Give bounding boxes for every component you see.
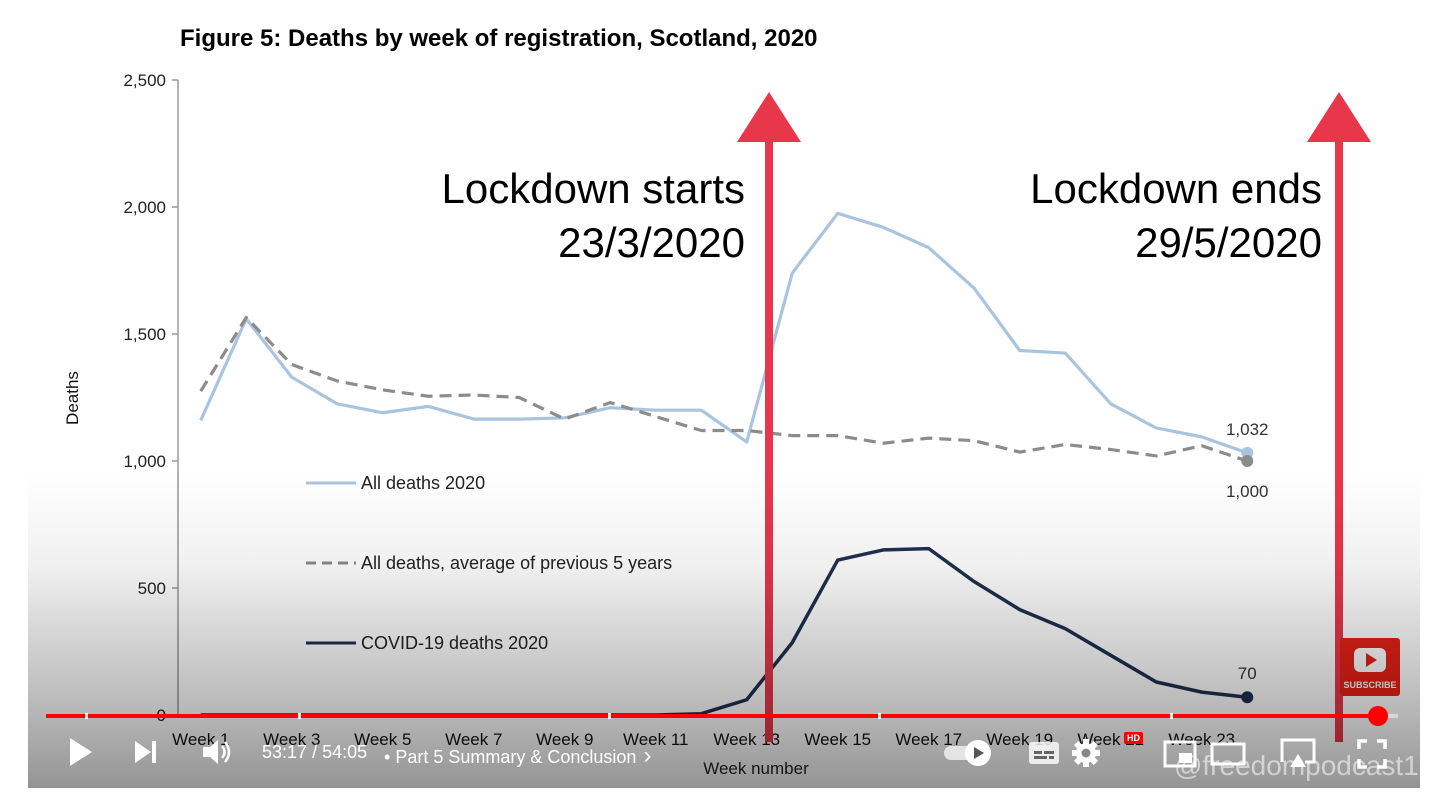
cast-button[interactable] [1278,736,1318,772]
chapter-marker [298,713,301,719]
chapter-marker [1170,713,1173,719]
chapter-marker [878,713,881,719]
x-tick-label: Week 5 [354,730,411,749]
settings-icon [1072,739,1100,767]
subtitles-button[interactable] [1024,738,1064,768]
settings-button[interactable] [1068,736,1104,770]
miniplayer-icon [1163,740,1197,768]
autoplay-toggle[interactable] [942,738,998,768]
fullscreen-button[interactable] [1354,736,1390,772]
x-tick-label: Week 7 [445,730,502,749]
next-button[interactable] [128,734,164,770]
series-line-2 [200,546,1248,717]
end-value-label: 70 [1238,664,1257,683]
legend-entry: All deaths, average of previous 5 years [361,553,672,573]
theater-mode-button[interactable] [1208,740,1248,768]
time-total: 54:05 [322,742,368,762]
y-tick-label: 1,000 [123,452,166,471]
fullscreen-icon [1357,739,1387,769]
y-tick-label: 2,500 [123,71,166,90]
time-current: 53:17 [262,742,308,762]
lockdown-arrow-head [1307,92,1371,142]
play-button[interactable] [62,732,98,772]
x-axis-label: Week number [703,759,809,778]
x-tick-label: Week 3 [263,730,320,749]
next-icon [135,741,156,763]
subscribe-badge[interactable]: SUBSCRIBE [1340,638,1400,696]
chart-legend: All deaths 2020 All deaths, average of pr… [306,473,672,653]
y-tick-label: 2,000 [123,198,166,217]
play-icon [70,738,92,766]
lockdown-arrow-head [737,92,801,142]
lockdown-annotations: Lockdown starts 23/3/2020 Lockdown ends 29/… [442,92,1371,742]
youtube-logo-icon [1354,648,1386,672]
end-value-label: 1,032 [1226,420,1269,439]
x-tick-label: Week 9 [536,730,593,749]
y-tick-label: 500 [138,579,166,598]
autoplay-toggle-icon [944,740,991,766]
chapter-title: Part 5 Summary & Conclusion [395,747,637,767]
x-tick-label: Week 15 [804,730,871,749]
end-point-marker [1241,691,1254,704]
miniplayer-button[interactable] [1160,738,1200,770]
chapter-marker [608,713,611,719]
legend-entry: COVID-19 deaths 2020 [361,633,548,653]
progress-bar-played [46,714,1378,718]
subtitles-icon [1029,742,1059,764]
chart-title: Figure 5: Deaths by week of registration… [180,25,818,52]
y-tick-label: 1,500 [123,325,166,344]
lockdown-arrow-shaft [1335,142,1343,742]
x-tick-label: Week 11 [623,730,689,749]
time-display: 53:17 / 54:05 [262,742,367,763]
chart-end-labels: 1,032 1,000 70 [1226,420,1269,704]
chart-series [199,211,1248,717]
lockdown-label-line2: 23/3/2020 [558,219,745,266]
lockdown-label-line1: Lockdown starts [442,165,745,212]
cast-icon [1280,738,1316,767]
x-tick-label: Week 17 [895,730,962,749]
hd-badge: HD [1124,732,1143,744]
lockdown-label-line2: 29/5/2020 [1135,219,1322,266]
subscribe-label: SUBSCRIBE [1343,680,1397,690]
progress-scrubber-handle[interactable] [1367,706,1388,726]
volume-button[interactable] [198,734,238,770]
lockdown-arrow-shaft [765,142,773,742]
end-point-marker [1241,455,1254,467]
series-line-1 [199,315,1248,463]
chart: Figure 5: Deaths by week of registration… [63,25,1371,778]
volume-icon [203,740,231,764]
channel-watermark: @freedompodcast1 [1174,750,1419,781]
legend-entry: All deaths 2020 [361,473,485,493]
video-player[interactable]: Figure 5: Deaths by week of registration… [28,0,1420,788]
chevron-right-icon: › [643,742,652,769]
chapter-marker [85,713,88,719]
lockdown-label-line1: Lockdown ends [1030,165,1322,212]
y-axis-label: Deaths [63,371,82,425]
theater-mode-icon [1210,742,1246,766]
series-line-0 [199,211,1248,455]
chapter-bullet: • [384,747,391,767]
end-value-label: 1,000 [1226,482,1269,501]
time-separator: / [312,742,318,762]
x-tick-label: Week 13 [713,730,780,749]
chapter-button[interactable]: • Part 5 Summary & Conclusion › [384,742,651,770]
